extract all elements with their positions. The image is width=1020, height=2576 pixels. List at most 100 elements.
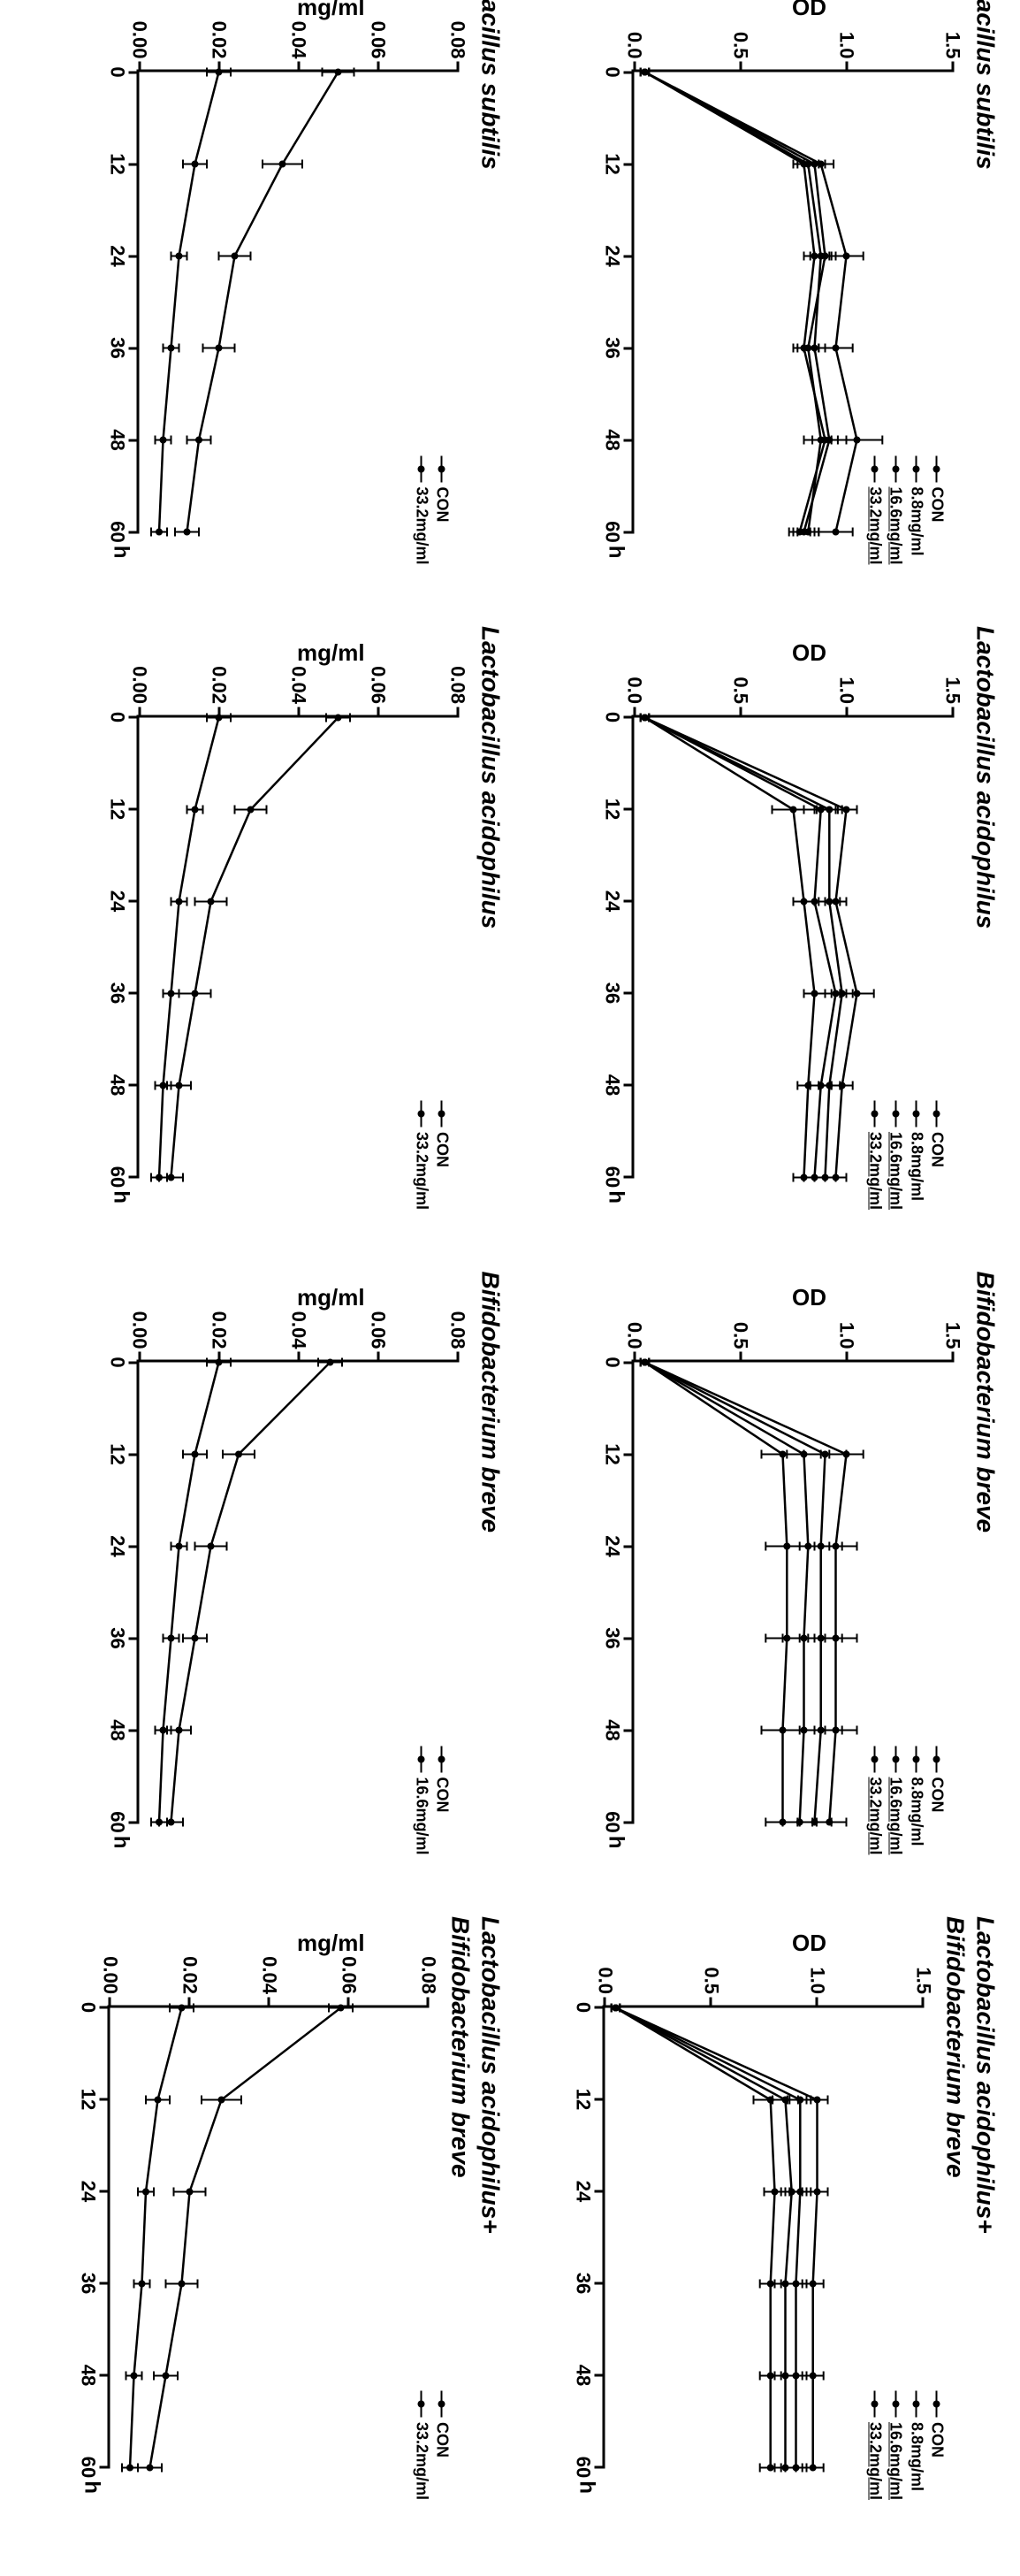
xtick	[594, 2098, 605, 2101]
xtick	[129, 716, 140, 719]
marker	[168, 1174, 174, 1181]
series-line	[130, 2007, 182, 2467]
xtick	[624, 1453, 635, 1456]
series-line	[645, 73, 826, 532]
marker	[833, 1635, 839, 1641]
xtick-label: 12	[601, 799, 624, 820]
chart-cell: Bifidobacterium breveCON8.8mg/ml16.6mg/m…	[514, 1272, 1001, 1891]
plot-area: 0.000.020.040.060.0801224364860h	[107, 2005, 428, 2467]
ytick	[188, 1997, 191, 2007]
ytick	[951, 707, 954, 717]
xtick-label: 0	[106, 1357, 129, 1367]
marker	[782, 2097, 788, 2103]
chart-grid: Bacillus subtilisCON8.8mg/ml16.6mg/ml33.…	[19, 0, 1001, 2557]
marker	[814, 2097, 820, 2103]
x-axis-label: h	[604, 1836, 628, 1849]
ytick-label: 0.5	[729, 660, 752, 704]
ytick-label: 0.02	[208, 660, 231, 704]
ytick-label: 0.0	[623, 660, 646, 704]
y-axis-label: mg/ml	[297, 1930, 365, 1957]
xtick-label: 0	[76, 2002, 99, 2013]
xtick	[624, 1637, 635, 1640]
series-svg	[140, 73, 458, 532]
marker	[843, 806, 849, 813]
marker	[192, 990, 198, 997]
ytick	[710, 1997, 712, 2007]
x-axis-label: h	[604, 546, 628, 559]
x-axis-label: h	[574, 2480, 598, 2494]
ytick	[377, 707, 379, 717]
xtick	[624, 71, 635, 73]
marker	[179, 2281, 185, 2287]
marker	[168, 1819, 174, 1825]
ytick-label: 1.5	[941, 15, 964, 59]
xtick-label: 60	[601, 1811, 624, 1832]
ytick-label: 0.02	[208, 1305, 231, 1349]
ytick-label: 0.04	[287, 1305, 310, 1349]
series-svg	[110, 2007, 428, 2467]
series-line	[645, 73, 830, 532]
chart-title: Bacillus subtilis	[971, 0, 1001, 600]
xtick-label: 24	[76, 2181, 99, 2202]
xtick	[129, 1176, 140, 1179]
x-axis-label: h	[79, 2480, 103, 2494]
ytick	[456, 707, 459, 717]
xtick	[99, 2098, 110, 2101]
xtick-label: 48	[106, 429, 129, 450]
marker	[160, 1727, 166, 1733]
xtick	[129, 808, 140, 811]
series-line	[149, 2007, 340, 2467]
xtick-label: 36	[106, 1627, 129, 1648]
ytick-label: 0.00	[128, 15, 151, 59]
ytick-label: 1.5	[941, 660, 964, 704]
series-line	[645, 73, 826, 532]
marker	[208, 1543, 214, 1549]
marker	[793, 2373, 799, 2379]
ytick	[297, 707, 300, 717]
marker	[767, 2373, 773, 2379]
x-axis-label: h	[109, 1190, 133, 1204]
ytick	[951, 1352, 954, 1363]
marker	[767, 2281, 773, 2287]
marker	[642, 715, 648, 721]
marker	[156, 529, 163, 535]
ytick-label: 0.00	[128, 660, 151, 704]
marker	[279, 161, 285, 167]
marker	[147, 2465, 153, 2471]
marker	[833, 1543, 839, 1549]
marker	[168, 345, 174, 351]
marker	[168, 1635, 174, 1641]
xtick	[129, 1545, 140, 1548]
xtick	[129, 439, 140, 441]
chart-title: Bifidobacterium breve	[971, 1272, 1001, 1891]
xtick-label: 48	[601, 429, 624, 450]
xtick	[99, 2466, 110, 2469]
xtick-label: 0	[601, 712, 624, 722]
marker	[208, 898, 214, 905]
xtick	[624, 439, 635, 441]
marker	[772, 2189, 778, 2195]
marker	[613, 2005, 619, 2011]
ytick-label: 0.00	[98, 1950, 121, 1994]
marker	[126, 2465, 133, 2471]
xtick-label: 48	[76, 2365, 99, 2386]
y-axis-label: OD	[792, 1284, 826, 1311]
marker	[818, 437, 825, 443]
plot-area: 0.000.020.040.060.0801224364860h	[137, 1360, 458, 1823]
x-axis-label: h	[109, 546, 133, 559]
marker	[131, 2373, 137, 2379]
xtick-label: 36	[106, 337, 129, 358]
marker	[811, 990, 818, 997]
plot-area: 0.00.51.01.501224364860h	[632, 1360, 953, 1823]
marker	[142, 2189, 148, 2195]
marker	[822, 253, 828, 259]
marker	[780, 1451, 786, 1457]
legend-marker	[441, 2391, 443, 2418]
xtick	[624, 716, 635, 719]
xtick-label: 36	[76, 2273, 99, 2294]
xtick	[624, 1545, 635, 1548]
xtick-label: 60	[601, 521, 624, 542]
xtick-label: 48	[601, 1719, 624, 1740]
xtick	[594, 2466, 605, 2469]
ytick	[377, 1352, 379, 1363]
